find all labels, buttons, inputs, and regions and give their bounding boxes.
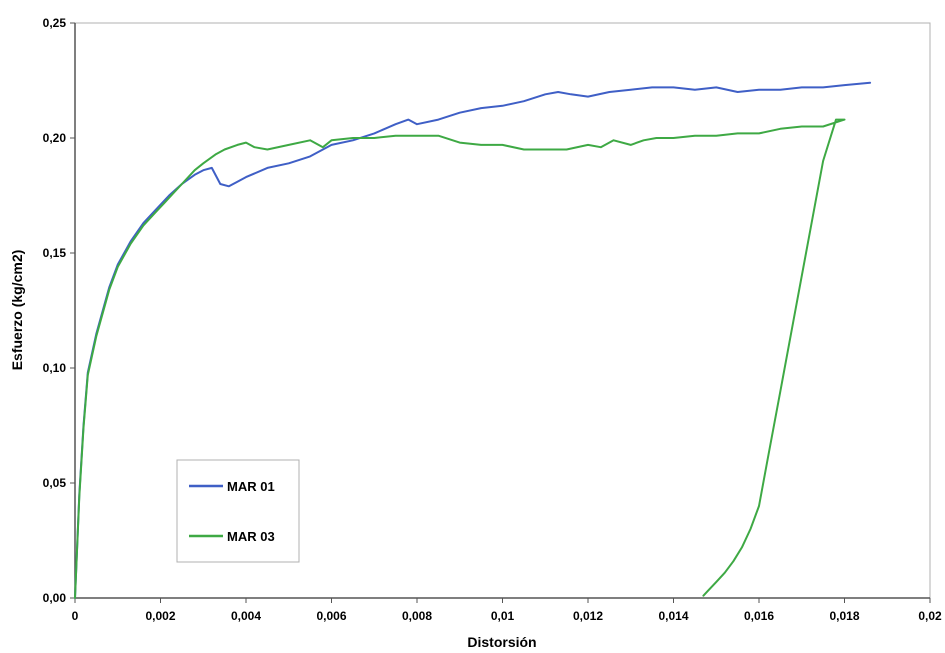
legend-label-mar-01: MAR 01	[227, 479, 275, 494]
y-tick-label: 0,15	[43, 246, 67, 260]
legend: MAR 01 MAR 03	[176, 459, 300, 563]
x-tick-label: 0,016	[744, 609, 774, 623]
y-tick-label: 0,00	[43, 591, 67, 605]
y-axis-title: Esfuerzo (kg/cm2)	[9, 250, 25, 371]
series-line-mar-01	[74, 81, 872, 599]
x-tick-label: 0,008	[402, 609, 432, 623]
series-layer	[74, 81, 872, 599]
x-tick-label: 0	[72, 609, 79, 623]
y-ticks: 0,00 0,05 0,10 0,15 0,20 0,25	[43, 16, 75, 605]
x-tick-label: 0,004	[231, 609, 261, 623]
x-tick-label: 0,01	[491, 609, 515, 623]
series-line-mar-03	[74, 118, 846, 599]
x-tick-label: 0,002	[145, 609, 175, 623]
x-tick-label: 0,014	[658, 609, 688, 623]
x-axis-title: Distorsión	[467, 634, 536, 650]
x-tick-label: 0,012	[573, 609, 603, 623]
legend-box	[176, 459, 300, 563]
y-tick-label: 0,05	[43, 476, 67, 490]
y-tick-label: 0,20	[43, 131, 67, 145]
y-tick-label: 0,25	[43, 16, 67, 30]
x-tick-label: 0,018	[829, 609, 859, 623]
x-ticks: 0 0,002 0,004 0,006 0,008 0,01 0,012 0,014 0,016…	[72, 598, 942, 623]
y-tick-label: 0,10	[43, 361, 67, 375]
x-tick-label: 0,006	[316, 609, 346, 623]
legend-label-mar-03: MAR 03	[227, 529, 275, 544]
x-tick-label: 0,02	[918, 609, 942, 623]
